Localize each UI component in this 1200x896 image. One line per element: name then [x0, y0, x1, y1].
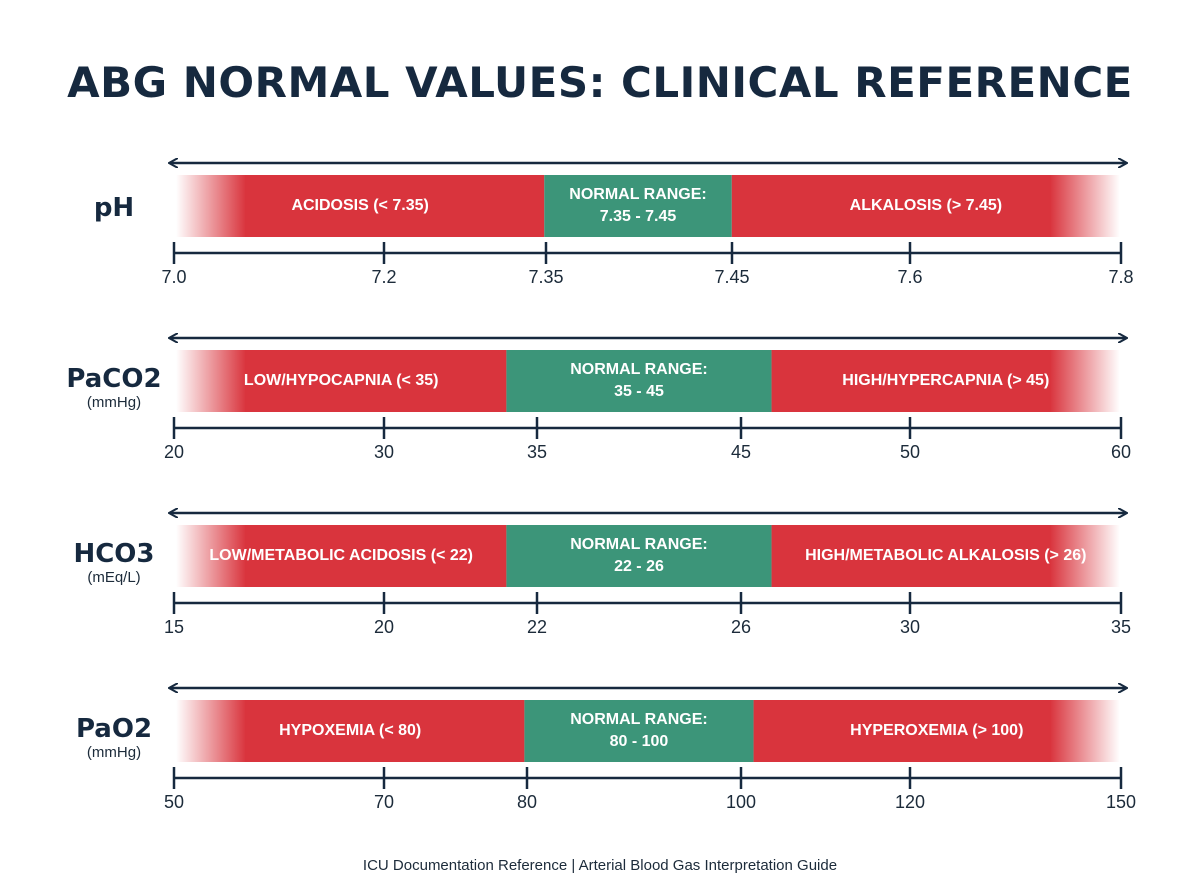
high-range-label-text: HIGH/HYPERCAPNIA (> 45) [842, 372, 1050, 389]
tick-label: 15 [163, 617, 185, 637]
low-range-segment [245, 525, 507, 587]
high-range-label: ALKALOSIS (> 7.45) [732, 175, 1120, 237]
tick-label: 7.0 [161, 267, 187, 287]
tick-label: 120 [894, 792, 926, 812]
normal-range-label: NORMAL RANGE: 35 - 45 [506, 350, 771, 412]
tick-label: 150 [1105, 792, 1137, 812]
high-fade [1050, 175, 1120, 237]
page-title: ABG NORMAL VALUES: CLINICAL REFERENCE [67, 58, 1133, 107]
tick-label: 60 [1110, 442, 1132, 462]
low-range-label-text: LOW/HYPOCAPNIA (< 35) [243, 372, 439, 389]
high-fade [1050, 700, 1120, 762]
normal-range-label: NORMAL RANGE: 80 - 100 [524, 700, 753, 762]
low-range-label-text: ACIDOSIS (< 7.35) [291, 197, 429, 214]
tick-label: 45 [730, 442, 752, 462]
high-range-segment [771, 350, 1051, 412]
parameter-unit: (mmHg) [86, 744, 142, 761]
tick-label: 50 [163, 792, 185, 812]
high-range-label-text: HIGH/METABOLIC ALKALOSIS (> 26) [805, 547, 1087, 564]
tick-label: 35 [526, 442, 548, 462]
high-range-label: HIGH/HYPERCAPNIA (> 45) [772, 350, 1120, 412]
normal-range-label-text: 35 - 45 [614, 383, 664, 400]
tick-label: 35 [1110, 617, 1132, 637]
parameter-name: PaCO2 [66, 364, 162, 394]
low-range-label: LOW/METABOLIC ACIDOSIS (< 22) [176, 525, 506, 587]
high-range-label: HYPEROXEMIA (> 100) [754, 700, 1120, 762]
tick-label: 7.8 [1108, 267, 1134, 287]
high-range-segment [771, 525, 1051, 587]
low-range-label: LOW/HYPOCAPNIA (< 35) [176, 350, 506, 412]
footer-note: ICU Documentation Reference | Arterial B… [362, 857, 838, 874]
tick-label: 26 [730, 617, 752, 637]
tick-label: 50 [899, 442, 921, 462]
low-range-label-text: HYPOXEMIA (< 80) [279, 722, 422, 739]
normal-range-label-text: NORMAL RANGE: [570, 536, 708, 553]
parameter-unit: (mmHg) [86, 394, 142, 411]
low-fade [176, 525, 246, 587]
high-range-segment [753, 700, 1051, 762]
low-range-segment [245, 175, 545, 237]
normal-range-label: NORMAL RANGE: 7.35 - 7.45 [544, 175, 732, 237]
low-fade [176, 700, 246, 762]
normal-range-label-text: NORMAL RANGE: [570, 361, 708, 378]
tick-label: 30 [899, 617, 921, 637]
normal-range-label-text: 22 - 26 [614, 558, 664, 575]
parameter-name: pH [93, 193, 135, 223]
normal-range-label-text: 80 - 100 [609, 733, 669, 750]
range-scale [0, 495, 1200, 614]
low-range-label: ACIDOSIS (< 7.35) [176, 175, 544, 237]
normal-range-segment [506, 525, 772, 587]
tick-label: 7.6 [897, 267, 923, 287]
high-range-label-text: HYPEROXEMIA (> 100) [850, 722, 1024, 739]
tick-label: 20 [163, 442, 185, 462]
tick-label: 22 [526, 617, 548, 637]
normal-range-label: NORMAL RANGE: 22 - 26 [506, 525, 771, 587]
range-scale [0, 145, 1200, 264]
low-range-label-text: LOW/METABOLIC ACIDOSIS (< 22) [209, 547, 473, 564]
high-range-label: HIGH/METABOLIC ALKALOSIS (> 26) [772, 525, 1120, 587]
tick-label: 7.45 [714, 267, 750, 287]
high-range-segment [731, 175, 1051, 237]
normal-range-label-text: 7.35 - 7.45 [599, 208, 677, 225]
normal-range-label-text: NORMAL RANGE: [569, 186, 707, 203]
tick-label: 20 [373, 617, 395, 637]
range-scale [0, 320, 1200, 439]
high-range-label-text: ALKALOSIS (> 7.45) [849, 197, 1003, 214]
high-fade [1050, 525, 1120, 587]
low-range-segment [245, 350, 507, 412]
low-fade [176, 175, 246, 237]
tick-label: 80 [516, 792, 538, 812]
normal-range-label-text: NORMAL RANGE: [570, 711, 708, 728]
tick-label: 7.35 [528, 267, 564, 287]
high-fade [1050, 350, 1120, 412]
normal-range-segment [524, 700, 754, 762]
low-range-segment [245, 700, 525, 762]
low-fade [176, 350, 246, 412]
normal-range-segment [506, 350, 772, 412]
parameter-name: HCO3 [73, 539, 155, 569]
tick-label: 70 [373, 792, 395, 812]
range-scale [0, 670, 1200, 789]
tick-label: 30 [373, 442, 395, 462]
parameter-name: PaO2 [75, 714, 153, 744]
parameter-unit: (mEq/L) [87, 569, 141, 586]
normal-range-segment [544, 175, 732, 237]
tick-label: 7.2 [371, 267, 397, 287]
tick-label: 100 [725, 792, 757, 812]
low-range-label: HYPOXEMIA (< 80) [176, 700, 524, 762]
